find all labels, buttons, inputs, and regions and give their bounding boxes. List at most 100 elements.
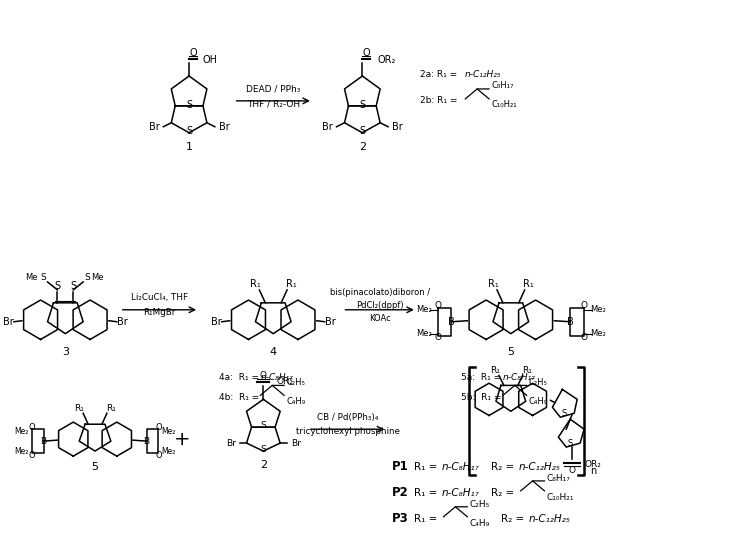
Text: R₁: R₁ (285, 279, 296, 289)
Text: R₁ =: R₁ = (414, 488, 437, 498)
Text: O: O (434, 301, 441, 311)
Text: R₁: R₁ (490, 366, 500, 375)
Text: O: O (434, 333, 441, 342)
Text: C₂H₅: C₂H₅ (529, 378, 548, 387)
Text: S: S (567, 439, 573, 447)
Text: S: S (261, 445, 266, 453)
Text: 1: 1 (186, 142, 193, 151)
Text: Li₂CuCl₄, THF: Li₂CuCl₄, THF (131, 293, 188, 302)
Text: P3: P3 (392, 512, 408, 525)
Text: OH: OH (203, 55, 218, 65)
Text: Me₂: Me₂ (416, 305, 432, 314)
Text: n-C₈H₁₇: n-C₈H₁₇ (441, 488, 479, 498)
Text: O: O (155, 451, 162, 459)
Text: S: S (186, 126, 192, 136)
Text: R₁: R₁ (250, 279, 261, 289)
Text: Br: Br (291, 439, 301, 447)
Text: Br: Br (322, 122, 332, 132)
Text: R₂ =: R₂ = (491, 462, 515, 472)
Text: B: B (143, 437, 149, 446)
Text: O: O (580, 333, 588, 342)
Text: C₁₀H₂₁: C₁₀H₂₁ (547, 493, 574, 503)
Text: S: S (41, 273, 46, 282)
Text: R₁ =: R₁ = (414, 462, 437, 472)
Text: O: O (190, 48, 197, 58)
Text: R₂ =: R₂ = (491, 488, 515, 498)
Text: 2b: R₁ =: 2b: R₁ = (419, 96, 457, 105)
Text: S: S (359, 100, 365, 110)
Text: S: S (54, 281, 61, 291)
Text: n-C₁₂H₂₅: n-C₁₂H₂₅ (529, 514, 570, 524)
Text: R₁: R₁ (74, 404, 84, 413)
Text: B: B (40, 437, 47, 446)
Text: Me: Me (25, 273, 37, 282)
Text: C₂H₅: C₂H₅ (286, 378, 305, 387)
Text: S: S (186, 100, 192, 110)
Text: S: S (261, 421, 266, 430)
Text: Br: Br (392, 122, 403, 132)
Text: R₁: R₁ (522, 366, 531, 375)
Text: OR₂: OR₂ (377, 55, 395, 65)
Text: 5a:  R₁ =: 5a: R₁ = (461, 373, 501, 382)
Text: THF / R₂-OH: THF / R₂-OH (247, 100, 300, 108)
Text: OR₂: OR₂ (584, 460, 601, 470)
Text: Br: Br (3, 316, 14, 327)
Text: C₄H₉: C₄H₉ (286, 397, 305, 406)
Text: Br: Br (219, 122, 230, 132)
Text: DEAD / PPh₃: DEAD / PPh₃ (246, 84, 300, 94)
Text: B: B (448, 316, 455, 327)
Text: 4: 4 (269, 347, 277, 357)
Text: PdCl₂(dppf): PdCl₂(dppf) (356, 301, 404, 311)
Text: Me₂: Me₂ (15, 446, 29, 456)
Text: 5: 5 (507, 347, 515, 357)
Text: S: S (359, 126, 365, 136)
Text: OR₂: OR₂ (276, 377, 293, 386)
Text: Br: Br (117, 316, 127, 327)
Text: R₁: R₁ (488, 279, 498, 289)
Text: n: n (590, 466, 597, 476)
Text: bis(pinacolato)diboron /: bis(pinacolato)diboron / (330, 288, 430, 298)
Text: R₁MgBr: R₁MgBr (143, 308, 176, 317)
Text: 5b:  R₁ =: 5b: R₁ = (461, 393, 501, 402)
Text: O: O (580, 301, 588, 311)
Text: C₁₀H₂₁: C₁₀H₂₁ (491, 100, 517, 109)
Text: 4a:  R₁ =: 4a: R₁ = (219, 373, 259, 382)
Text: n-C₈H₁₇: n-C₈H₁₇ (261, 373, 294, 382)
Text: Me₂: Me₂ (590, 305, 606, 314)
Text: C₂H₅: C₂H₅ (469, 500, 490, 509)
Text: Br: Br (211, 316, 222, 327)
Text: C₄H₉: C₄H₉ (529, 397, 548, 406)
Text: Br: Br (225, 439, 236, 447)
Text: n-C₁₂H₂₅: n-C₁₂H₂₅ (464, 69, 501, 78)
Text: Me₂: Me₂ (416, 329, 432, 338)
Text: O: O (29, 423, 35, 432)
Text: R₁ =: R₁ = (414, 514, 437, 524)
Text: C₈H₁₇: C₈H₁₇ (491, 82, 513, 90)
Text: KOAc: KOAc (369, 314, 391, 324)
Text: O: O (155, 423, 162, 432)
Text: Br: Br (325, 316, 335, 327)
Text: Br: Br (149, 122, 160, 132)
Text: O: O (569, 466, 575, 476)
Text: 3: 3 (61, 347, 69, 357)
Text: 5: 5 (92, 462, 99, 472)
Text: S: S (84, 273, 90, 282)
Text: S: S (70, 281, 76, 291)
Text: O: O (260, 371, 267, 380)
Text: 2a: R₁ =: 2a: R₁ = (419, 69, 457, 78)
Text: n-C₈H₁₇: n-C₈H₁₇ (441, 462, 479, 472)
Text: O: O (362, 48, 370, 58)
Text: Me₂: Me₂ (590, 329, 606, 338)
Text: n-C₁₂H₂₅: n-C₁₂H₂₅ (519, 462, 561, 472)
Text: C₄H₉: C₄H₉ (469, 519, 490, 528)
Text: 2: 2 (359, 142, 366, 151)
Text: O: O (29, 451, 35, 459)
Text: CB / Pd(PPh₃)₄: CB / Pd(PPh₃)₄ (317, 413, 378, 422)
Text: n-C₈H₁₇: n-C₈H₁₇ (503, 373, 536, 382)
Text: P2: P2 (392, 486, 408, 499)
Text: P1: P1 (392, 460, 408, 473)
Text: 2: 2 (260, 460, 267, 470)
Text: R₁: R₁ (523, 279, 534, 289)
Text: tricyclohexyl phosphine: tricyclohexyl phosphine (296, 427, 400, 436)
Text: Me₂: Me₂ (15, 427, 29, 436)
